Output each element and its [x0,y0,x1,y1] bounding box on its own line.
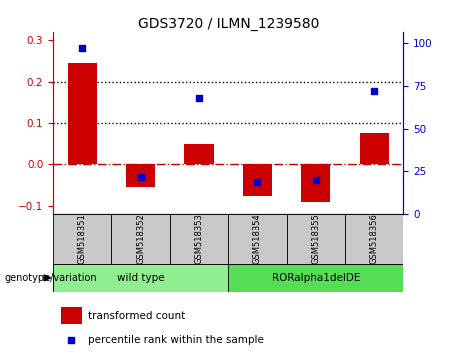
Bar [345,214,403,264]
Point [195,95,203,101]
Point [78,46,86,51]
Text: percentile rank within the sample: percentile rank within the sample [89,335,264,345]
Bar [61,307,83,324]
Bar [112,214,170,264]
Bar [287,214,345,264]
Text: GSM518353: GSM518353 [195,213,203,264]
Text: GSM518355: GSM518355 [311,213,320,264]
Title: GDS3720 / ILMN_1239580: GDS3720 / ILMN_1239580 [137,17,319,31]
Point [254,179,261,184]
Text: RORalpha1delDE: RORalpha1delDE [272,273,360,283]
Bar [53,214,112,264]
Point [137,174,144,179]
Text: GSM518352: GSM518352 [136,213,145,264]
Text: genotype/variation: genotype/variation [5,273,97,283]
Bar [68,63,97,165]
Bar [228,264,403,292]
Text: wild type: wild type [117,273,165,283]
Text: GSM518356: GSM518356 [370,213,378,264]
Point [68,337,75,343]
Text: transformed count: transformed count [89,310,185,321]
Bar [360,133,389,165]
Bar [228,214,287,264]
Point [371,88,378,94]
Bar [170,214,228,264]
Bar [126,165,155,187]
Bar [301,165,331,202]
Bar [243,165,272,195]
Bar [184,144,213,165]
Point [312,177,319,183]
Text: GSM518351: GSM518351 [78,213,87,264]
Bar [53,264,228,292]
Text: GSM518354: GSM518354 [253,213,262,264]
